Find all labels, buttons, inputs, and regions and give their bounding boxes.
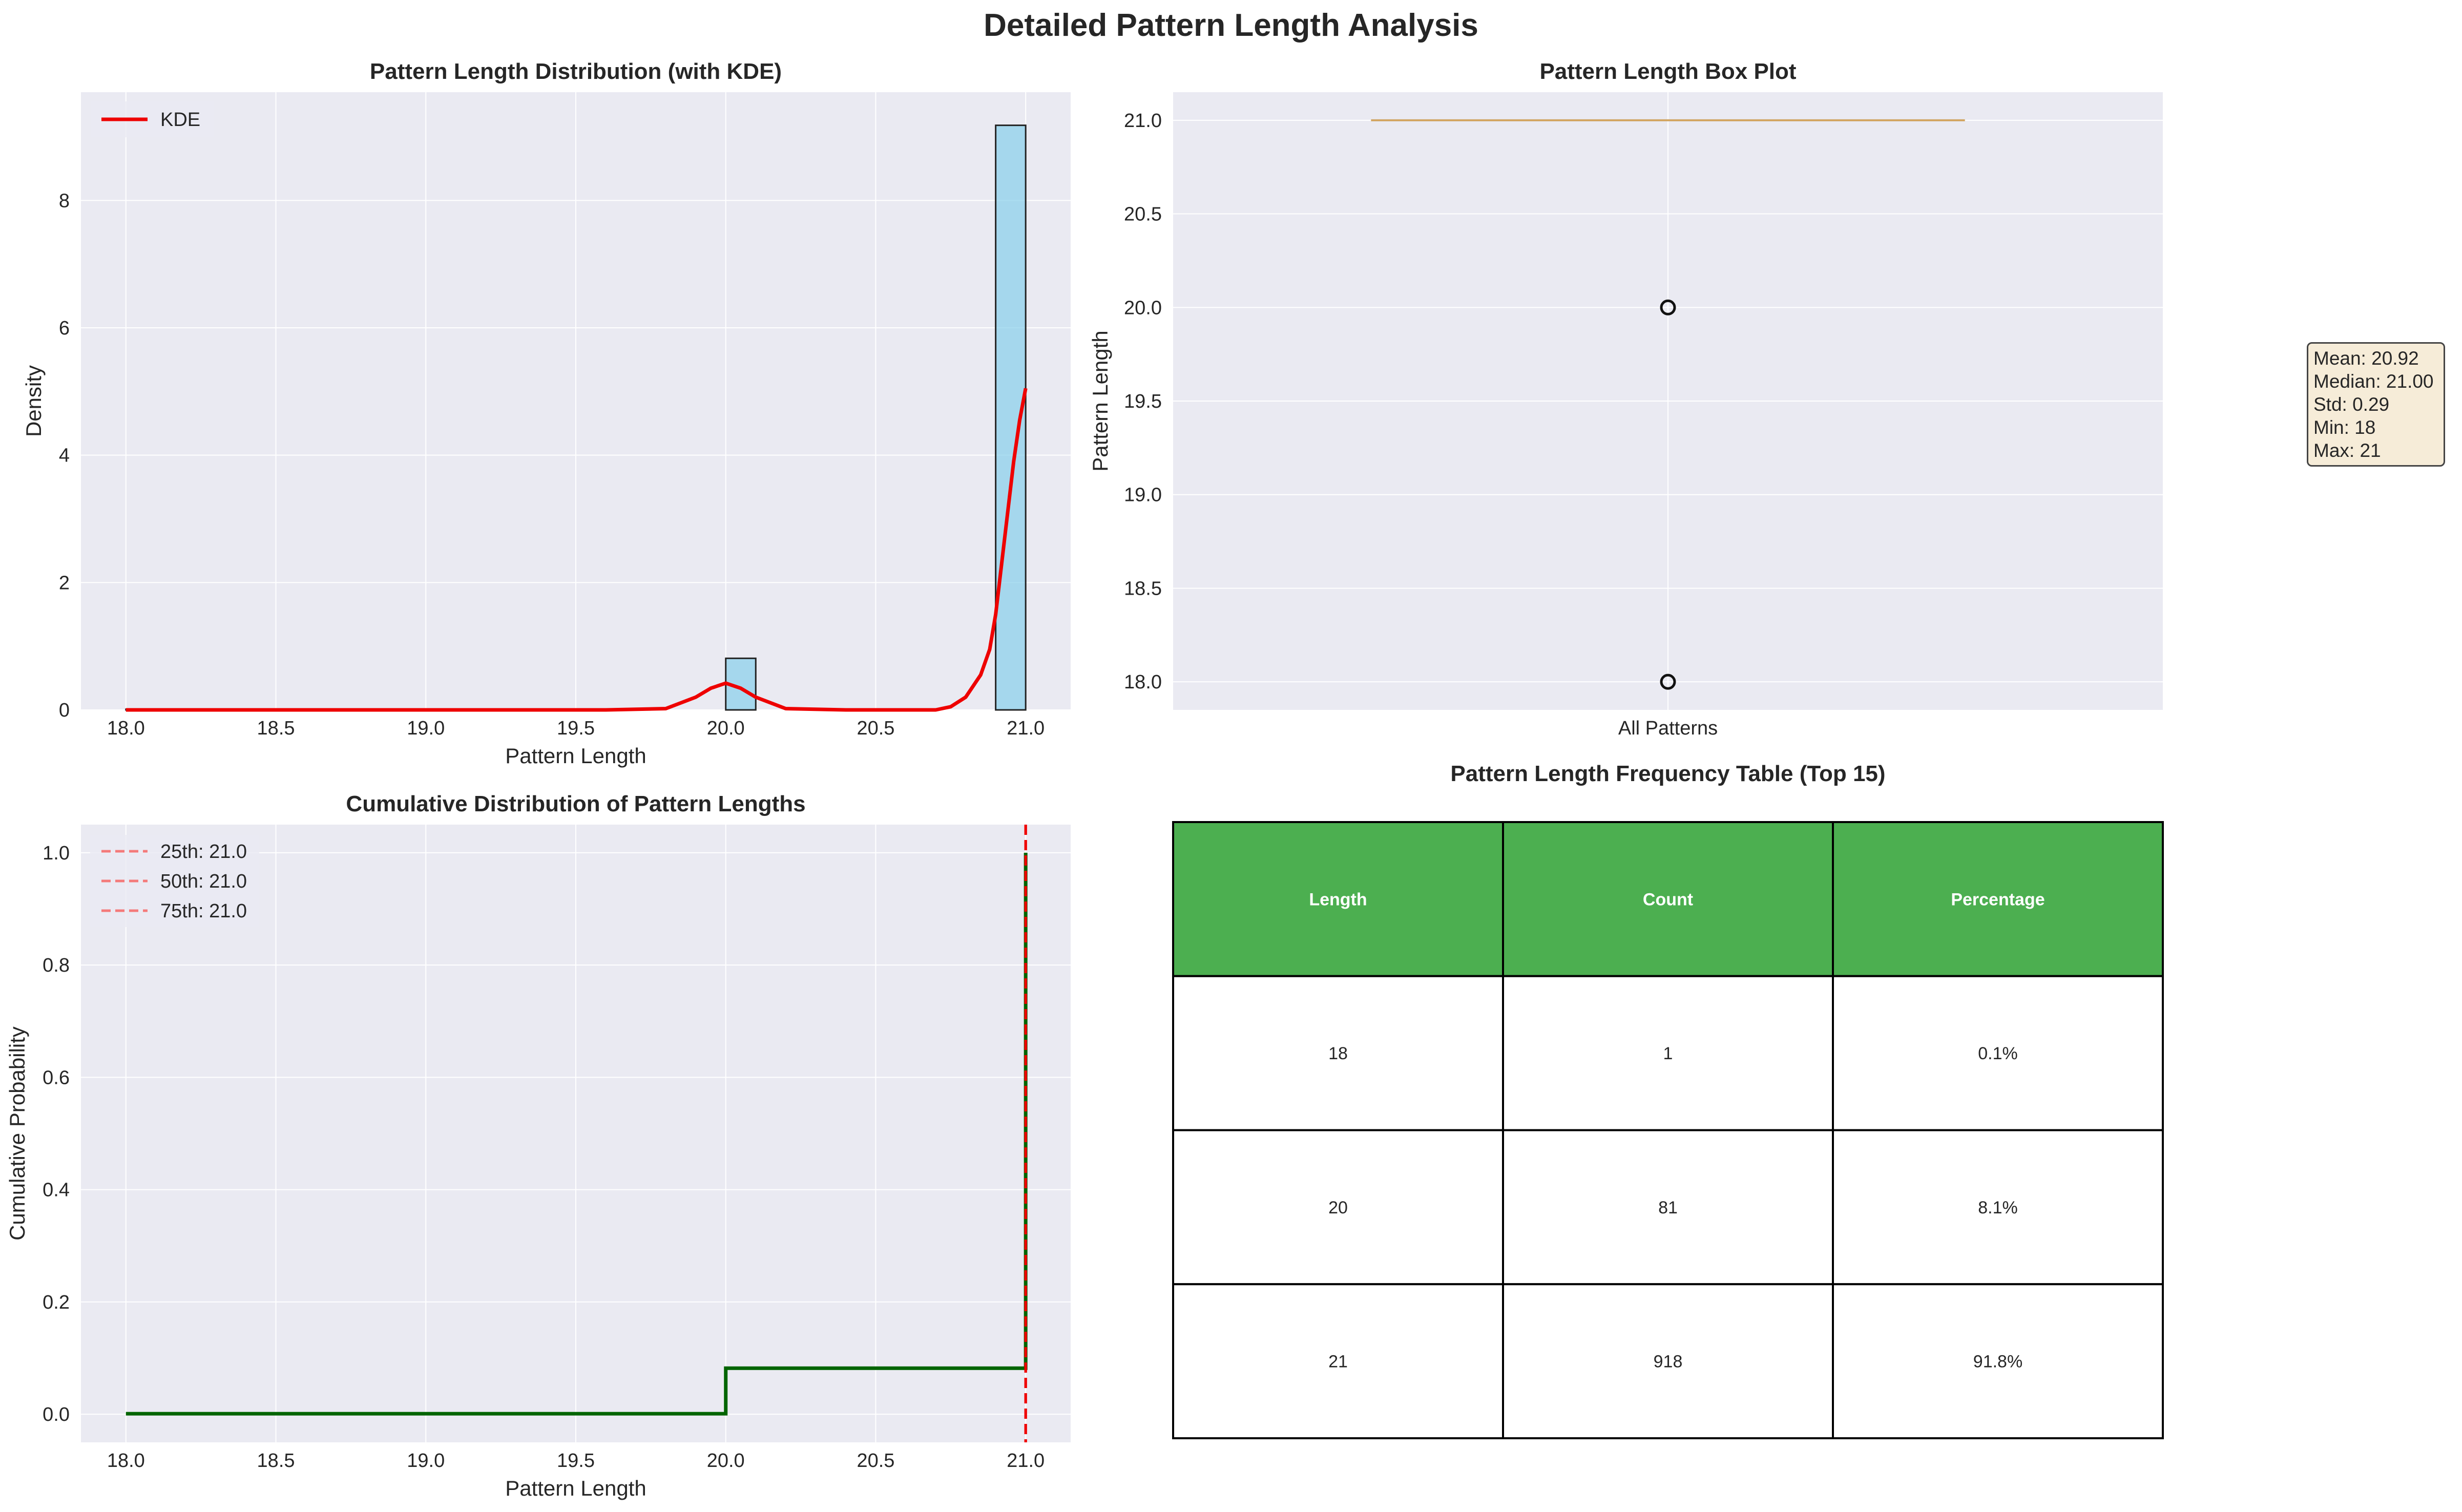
box-ytick-label: 19.0 — [1124, 485, 1162, 506]
hist-xtick-label: 19.0 — [407, 718, 445, 739]
hist-ytick-label: 4 — [59, 445, 70, 467]
box-title: Pattern Length Box Plot — [1539, 59, 1796, 84]
box-ytick-label: 18.0 — [1124, 671, 1162, 693]
cdf-ytick-label: 0.0 — [43, 1404, 70, 1425]
hist-ytick-label: 2 — [59, 572, 70, 594]
box-outlier-point — [1660, 299, 1676, 316]
stats-median: Median: 21.00 — [2313, 371, 2434, 392]
figure-title: Detailed Pattern Length Analysis — [984, 8, 1478, 43]
table-cell-value: 21 — [1328, 1352, 1348, 1372]
table-cell-value: 81 — [1658, 1198, 1678, 1217]
hist-title: Pattern Length Distribution (with KDE) — [370, 59, 782, 84]
hist-xtick-label: 18.0 — [107, 718, 145, 739]
table-cell-value: 18 — [1328, 1044, 1348, 1063]
table-title: Pattern Length Frequency Table (Top 15) — [1450, 761, 1885, 786]
cdf-title: Cumulative Distribution of Pattern Lengt… — [346, 791, 805, 816]
table-header-label: Length — [1309, 890, 1367, 909]
stats-box: Mean: 20.92 Median: 21.00 Std: 0.29 Min:… — [2307, 342, 2445, 467]
hist-xtick-label: 20.5 — [857, 718, 894, 739]
hist-legend-label: KDE — [160, 109, 200, 131]
kde-line — [126, 388, 1028, 712]
stats-max: Max: 21 — [2313, 440, 2381, 461]
table-cell — [1502, 975, 1834, 1131]
table-cell-value: 20 — [1328, 1198, 1348, 1217]
table-cell — [1832, 1129, 2164, 1286]
hist-xtick-label: 20.0 — [707, 718, 745, 739]
cdf-legend-label: 75th: 21.0 — [160, 900, 247, 922]
table-cell-value: 0.1% — [1978, 1044, 2018, 1063]
hist-ytick-label: 6 — [59, 318, 70, 339]
cdf-xlabel: Pattern Length — [505, 1476, 646, 1500]
box-ytick-label: 20.0 — [1124, 297, 1162, 319]
cdf-ytick-label: 1.0 — [43, 843, 70, 864]
table-header-cell — [1172, 821, 1504, 977]
cdf-xtick-label: 20.5 — [857, 1450, 894, 1472]
hist-xtick-label: 19.5 — [557, 718, 595, 739]
cdf-xtick-label: 19.5 — [557, 1450, 595, 1472]
table-cell — [1832, 975, 2164, 1131]
cdf-xtick-label: 18.5 — [257, 1450, 295, 1472]
hist-ytick-label: 8 — [59, 190, 70, 212]
hist-xtick-label: 18.5 — [257, 718, 295, 739]
cdf-ytick-label: 0.6 — [43, 1067, 70, 1088]
hist-xtick-label: 21.0 — [1007, 718, 1045, 739]
hist-ylabel: Density — [22, 365, 46, 437]
table-cell — [1502, 1129, 1834, 1286]
table-cell — [1172, 1129, 1504, 1286]
cdf-ytick-label: 0.8 — [43, 955, 70, 976]
stats-std: Std: 0.29 — [2313, 394, 2390, 415]
box-outlier-point — [1660, 674, 1676, 690]
table-header-cell — [1832, 821, 2164, 977]
box-ylabel: Pattern Length — [1088, 330, 1112, 472]
cdf-xtick-label: 20.0 — [707, 1450, 745, 1472]
cdf-xtick-label: 19.0 — [407, 1450, 445, 1472]
hist-xlabel: Pattern Length — [505, 744, 646, 768]
table-cell-value: 1 — [1663, 1044, 1673, 1063]
box-xtick-label: All Patterns — [1618, 718, 1718, 739]
box-ytick-label: 21.0 — [1124, 110, 1162, 132]
cdf-xtick-label: 18.0 — [107, 1450, 145, 1472]
box-ytick-label: 19.5 — [1124, 391, 1162, 412]
table-header-label: Count — [1643, 890, 1693, 909]
cdf-ytick-label: 0.4 — [43, 1180, 70, 1201]
box-ytick-label: 18.5 — [1124, 578, 1162, 599]
cdf-legend-label: 50th: 21.0 — [160, 871, 247, 892]
table-cell — [1172, 1283, 1504, 1439]
table-cell-value: 918 — [1654, 1352, 1683, 1372]
table-cell-value: 91.8% — [1973, 1352, 2022, 1372]
table-cell — [1832, 1283, 2164, 1439]
cdf-xtick-label: 21.0 — [1007, 1450, 1045, 1472]
cdf-ytick-label: 0.2 — [43, 1292, 70, 1313]
stats-min: Min: 18 — [2313, 417, 2376, 438]
table-cell-value: 8.1% — [1978, 1198, 2018, 1217]
cdf-ylabel: Cumulative Probability — [5, 1026, 29, 1241]
stats-mean: Mean: 20.92 — [2313, 348, 2419, 369]
table-header-label: Percentage — [1951, 890, 2044, 909]
hist-ytick-label: 0 — [59, 700, 70, 721]
cdf-legend-label: 25th: 21.0 — [160, 841, 247, 863]
table-header-cell — [1502, 821, 1834, 977]
box-ytick-label: 20.5 — [1124, 204, 1162, 225]
table-cell — [1172, 975, 1504, 1131]
